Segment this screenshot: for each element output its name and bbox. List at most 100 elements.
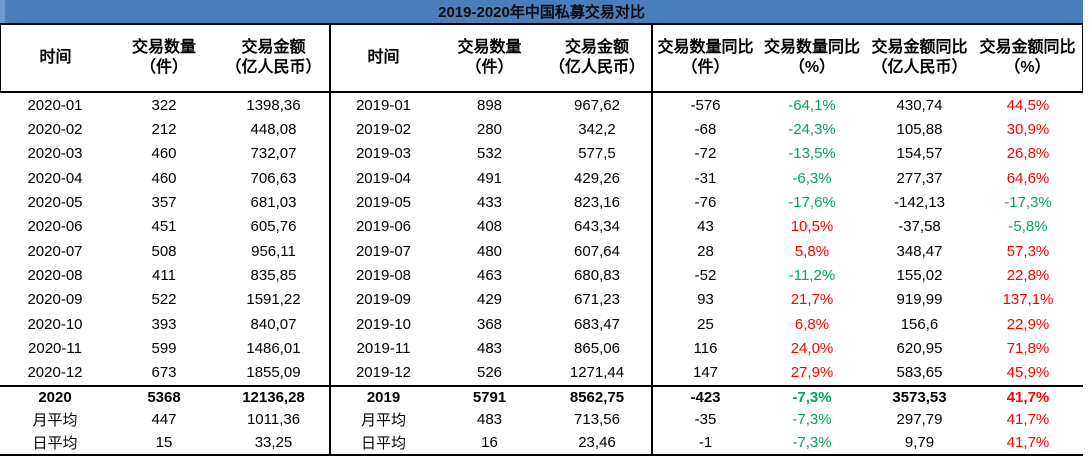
cell-n19: 5791 [436, 384, 543, 408]
cell-t20: 2020-08 [27, 266, 83, 284]
header-label: 交易数量 [457, 39, 522, 56]
cell-n20: 451 [151, 218, 177, 236]
header-unit: （件） [681, 59, 730, 76]
cell-a19: 8562,75 [543, 384, 651, 408]
header-label: 交易数量同比 [763, 39, 860, 56]
cell-a20: 1011,36 [246, 410, 301, 428]
cell-da: 620,95 [896, 339, 943, 357]
cell-dnp: -7,3% [758, 384, 866, 408]
cell-a19: 342,2 [578, 120, 616, 138]
cell-a19: 671,23 [574, 291, 620, 309]
cell-t20: 2020-06 [27, 218, 83, 236]
cell-n20: 5368 [110, 384, 218, 408]
cell-dn: -423 [651, 384, 758, 408]
cell-dnp: -11,2% [788, 266, 836, 284]
cell-a20: 681,03 [250, 193, 297, 211]
cell-a20: 1486,01 [246, 339, 301, 357]
header-label: 交易金额同比 [979, 39, 1076, 56]
cell-n20: 212 [151, 120, 177, 138]
cell-a20: 956,11 [251, 242, 296, 260]
cell-n20: 522 [151, 291, 177, 309]
cell-a19: 23,46 [578, 433, 616, 451]
cell-n20: 673 [151, 364, 177, 382]
cell-a19: 967,62 [574, 96, 620, 114]
cell-t20: 2020-09 [27, 291, 83, 309]
cell-dn: 93 [651, 287, 758, 312]
header-cell-n20: 交易数量 （件） [110, 25, 218, 93]
cell-n20: 411 [152, 266, 176, 284]
cell-n20: 460 [151, 145, 177, 163]
cell-dnp: -17,6% [788, 193, 836, 211]
cell-da: 348,47 [896, 242, 943, 260]
cell-n20: 447 [151, 410, 177, 428]
cell-t19: 日平均 [329, 430, 436, 454]
cell-da: -37,58 [898, 218, 941, 236]
cell-dap: -17,3% [1004, 193, 1052, 211]
cell-t19: 月平均 [329, 407, 436, 431]
header-unit: （件） [139, 59, 188, 76]
cell-dn: -76 [651, 190, 758, 215]
header-cell-a20: 交易金额 （亿人民币） [218, 25, 329, 93]
cell-dnp: -13,5% [788, 145, 836, 163]
cell-da: 430,74 [896, 96, 943, 114]
cell-dn: -35 [651, 407, 758, 431]
header-cell-a19: 交易金额 （亿人民币） [543, 25, 651, 93]
cell-n20: 357 [151, 193, 177, 211]
cell-n19: 16 [481, 433, 498, 451]
cell-n19: 433 [476, 193, 503, 211]
header-label: 交易数量同比 [657, 39, 754, 56]
cell-dn: 116 [651, 336, 758, 361]
cell-dap: 26,8% [1006, 145, 1050, 163]
cell-dn: -68 [651, 117, 758, 142]
cell-dap: 45,9% [1006, 364, 1050, 382]
header-cell-t20: 时间 [0, 25, 110, 93]
header-cell-n19: 交易数量 （件） [436, 25, 543, 93]
header-unit: （亿人民币） [225, 59, 322, 76]
cell-n20: 322 [151, 96, 177, 114]
header-unit: （亿人民币） [871, 59, 968, 76]
cell-dap: 22,9% [1006, 315, 1050, 333]
header-unit: （亿人民币） [548, 59, 645, 76]
cell-dap: 57,3% [1006, 242, 1050, 260]
cell-t20: 2020-01 [27, 96, 83, 114]
cell-dn: 43 [651, 214, 758, 239]
cell-t20: 2020 [0, 384, 110, 408]
cell-a19: 713,56 [574, 410, 620, 428]
cell-a20: 448,08 [250, 120, 297, 138]
cell-dap: 71,8% [1006, 339, 1050, 357]
cell-dnp: 5,8% [794, 242, 830, 260]
header-label: 交易金额 [564, 39, 629, 56]
cell-dnp: 21,7% [790, 291, 834, 309]
cell-t19: 2019-07 [329, 238, 436, 264]
cell-da: 583,65 [896, 364, 943, 382]
cell-t19: 2019 [329, 384, 436, 408]
header-label: 时间 [367, 49, 400, 66]
header-cell-da: 交易金额同比 （亿人民币） [866, 25, 973, 93]
cell-a19: 607,64 [574, 242, 620, 260]
cell-t20: 2020-04 [27, 169, 83, 187]
cell-a20: 706,63 [250, 169, 297, 187]
cell-a20: 840,07 [250, 315, 297, 333]
cell-t20: 2020-11 [28, 339, 82, 357]
cell-a20: 12136,28 [218, 384, 329, 408]
cell-n19: 429 [476, 291, 503, 309]
cell-t19: 2019-08 [329, 263, 436, 288]
comparison-table: 时间 交易数量 （件） 交易金额 （亿人民币） 时间 交易数量 （件） 交易金额 （亿人民币） 交易… [0, 25, 1083, 456]
header-unit: （件） [465, 59, 514, 76]
cell-n20: 599 [151, 339, 177, 357]
cell-n20: 15 [155, 433, 173, 451]
cell-da: -142,13 [894, 193, 945, 211]
cell-n19: 526 [476, 364, 503, 382]
cell-n19: 368 [476, 315, 503, 333]
cell-a19: 823,16 [574, 193, 620, 211]
header-label: 交易金额 [241, 39, 306, 56]
cell-da: 154,57 [896, 145, 943, 163]
cell-dnp: -24,3% [788, 120, 836, 138]
cell-da: 156,6 [900, 315, 939, 333]
header-label: 交易金额同比 [871, 39, 968, 56]
cell-n20: 460 [151, 169, 177, 187]
header-cell-dnp: 交易数量同比 （%） [758, 25, 866, 93]
cell-n19: 280 [476, 120, 503, 138]
cell-da: 105,88 [896, 120, 943, 138]
